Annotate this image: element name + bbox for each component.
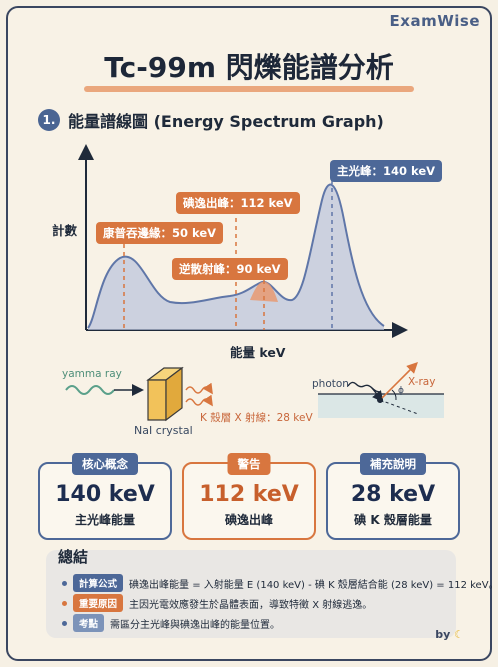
annotation-backscatter: 逆散射峰：90 keV [172, 258, 288, 280]
card-subtitle: 主光峰能量 [74, 513, 135, 527]
card-supplement: 補充說明 28 keV 碘 K 殼層能量 [326, 453, 460, 540]
brand-logo: ExamWise [389, 12, 480, 30]
photon-arrow [371, 387, 384, 403]
spectrum-area [88, 184, 384, 330]
banana-icon: ☾ [454, 628, 464, 641]
annotation-compton-edge: 康普吞邊緣：50 keV [96, 222, 224, 244]
summary-row-formula: 計算公式 碘逸出峰能量 = 入射能量 E (140 keV) - 碘 K 殼層結… [62, 574, 498, 592]
y-axis-label: 計數 [52, 223, 78, 238]
section-heading: 1. 能量譜線圖 (Energy Spectrum Graph) [38, 108, 384, 132]
card-value: 140 keV [55, 482, 155, 507]
nai-crystal [146, 366, 184, 422]
section-title: 能量譜線圖 (Energy Spectrum Graph) [68, 112, 384, 131]
card-subtitle: 碘 K 殼層能量 [354, 513, 432, 527]
card-core-concept: 核心概念 140 keV 主光峰能量 [38, 453, 172, 540]
summary-text: 主因光電效應發生於晶體表面，導致特徵 X 射線逃逸。 [129, 599, 373, 611]
card-tag: 核心概念 [72, 453, 138, 475]
gamma-ray-label: yamma ray [62, 368, 122, 380]
footer-by: by ☾ [435, 628, 464, 641]
page-title: Tc-99m 閃爍能譜分析 [104, 51, 394, 84]
card-warning: 警告 112 keV 碘逸出峰 [182, 453, 316, 540]
summary-row-reason: 重要原因 主因光電效應發生於晶體表面，導致特徵 X 射線逃逸。 [62, 594, 372, 612]
interaction-point [377, 397, 383, 403]
summary-pill: 重要原因 [73, 594, 124, 612]
card-tag: 補充說明 [360, 453, 426, 475]
card-value: 112 keV [199, 482, 299, 507]
bullet-icon [62, 580, 67, 586]
summary-pill: 考點 [73, 614, 105, 632]
photon-label: photon [312, 378, 349, 390]
summary-row-exam: 考點 需區分主光峰與碘逸出峰的能量位置。 [62, 614, 280, 632]
summary-text: 碘逸出峰能量 = 入射能量 E (140 keV) - 碘 K 殼層結合能 (2… [129, 579, 498, 591]
angle-label: ϕ [398, 386, 404, 396]
card-tag: 警告 [227, 453, 271, 475]
x-axis-label: 能量 keV [230, 345, 286, 360]
crystal-label: NaI crystal [134, 424, 193, 437]
title-underline [84, 86, 414, 92]
bullet-icon [62, 620, 67, 626]
footer-text: by [435, 628, 451, 641]
xray-wave-2 [185, 394, 213, 407]
scatter-dash [379, 399, 419, 415]
card-value: 28 keV [350, 482, 436, 507]
summary-text: 需區分主光峰與碘逸出峰的能量位置。 [110, 619, 281, 631]
xray-arrow [379, 362, 418, 401]
annotation-photopeak: 主光峰：140 keV [330, 160, 443, 182]
photon-wave [347, 381, 381, 393]
section-number: 1. [38, 109, 60, 131]
xray-energy-label: K 殼層 X 射線：28 keV [200, 412, 313, 424]
annotation-iodine-escape: 碘逸出峰：112 keV [176, 192, 300, 214]
xray-label: X-ray [408, 376, 436, 388]
card-subtitle: 碘逸出峰 [224, 513, 273, 527]
summary-pill: 計算公式 [73, 574, 124, 592]
xray-wave-1 [185, 382, 213, 395]
summary-title: 總結 [58, 548, 89, 566]
bullet-icon [62, 600, 67, 606]
angle-arc [391, 389, 397, 401]
wavy-ray [65, 385, 115, 395]
